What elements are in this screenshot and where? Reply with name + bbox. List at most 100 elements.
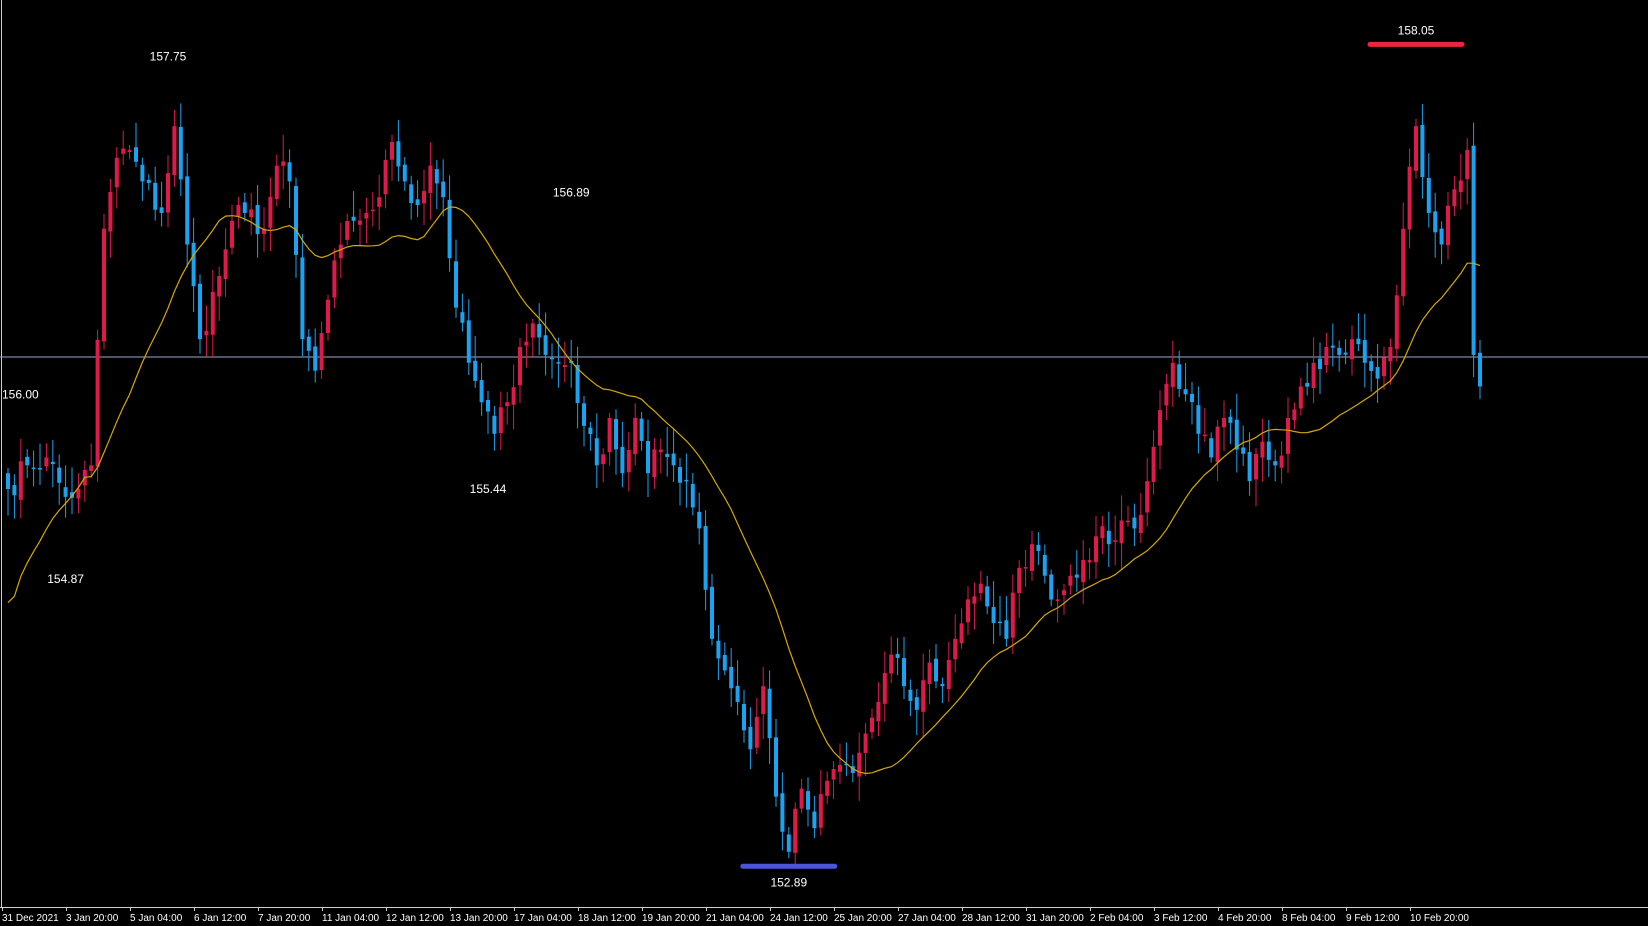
candle-body [1286, 418, 1290, 454]
candle-body [806, 791, 810, 810]
candle-body [505, 402, 510, 407]
candle-body [1119, 520, 1124, 544]
candle-body [255, 204, 260, 235]
candles [6, 103, 1482, 869]
candle-body [562, 365, 567, 367]
candle-body [1465, 149, 1470, 180]
moving-average-line [7, 206, 1481, 775]
candle-body [377, 197, 382, 207]
candle-body [735, 685, 740, 702]
candle-body [959, 623, 964, 644]
x-tick-label: 6 Jan 12:00 [194, 913, 247, 924]
candle-body [57, 467, 62, 483]
x-tick-label: 11 Jan 04:00 [322, 913, 380, 924]
candle-body [1183, 389, 1188, 395]
candle-body [345, 221, 350, 240]
candle-body [799, 788, 804, 809]
candle-body [492, 415, 497, 434]
candle-body [1087, 560, 1092, 563]
x-tick-label: 10 Feb 20:00 [1410, 913, 1469, 924]
candle-body [1145, 481, 1150, 513]
candle-body [639, 418, 644, 441]
candle-body [1023, 567, 1028, 569]
candle-body [812, 811, 817, 829]
x-tick-label: 4 Feb 20:00 [1218, 913, 1272, 924]
candle-body [415, 199, 420, 206]
candle-body [6, 473, 10, 489]
candle-body [786, 834, 791, 852]
candle-body [50, 461, 55, 465]
candle-body [882, 672, 887, 704]
candle-body [1138, 514, 1143, 534]
x-tick-label: 3 Feb 12:00 [1154, 913, 1208, 924]
candle-body [838, 765, 842, 772]
candle-body [364, 212, 369, 219]
candle-body [1228, 416, 1233, 423]
candle-body [217, 276, 222, 297]
candle-body [665, 453, 670, 458]
candle-body [1215, 426, 1220, 463]
candle-body [441, 181, 446, 198]
candle-body [1055, 599, 1060, 601]
candle-body [972, 596, 977, 604]
candle-body [831, 769, 836, 780]
candle-body [1017, 567, 1022, 594]
candle-body [178, 126, 183, 180]
candle-body [159, 207, 164, 213]
candle-body [966, 599, 970, 623]
candle-body [479, 380, 484, 403]
price-annotation: 152.89 [770, 875, 807, 889]
candle-body [1394, 295, 1399, 349]
candle-body [281, 161, 286, 166]
candle-body [1100, 526, 1105, 539]
candle-body [825, 780, 830, 796]
candle-body [1478, 352, 1482, 387]
candle-body [1030, 544, 1034, 571]
candle-body [1426, 177, 1431, 213]
candle-body [716, 640, 721, 659]
candle-body [818, 794, 823, 828]
annotations: 157.75 154.87 156.89 155.44 152.89 158.05 [47, 23, 1465, 889]
current-price-label: 156.00 [2, 387, 39, 401]
candle-body [1241, 447, 1246, 454]
candle-body [1292, 409, 1297, 421]
candle-body [1170, 362, 1175, 388]
candle-body [287, 162, 292, 182]
x-tick-label: 8 Feb 04:00 [1282, 913, 1336, 924]
x-tick-label: 31 Jan 20:00 [1026, 913, 1084, 924]
candle-body [1433, 211, 1438, 233]
candle-body [543, 335, 548, 355]
x-tick-label: 21 Jan 04:00 [706, 913, 764, 924]
candle-body [434, 169, 439, 184]
candle-body [454, 261, 458, 308]
candle-body [1369, 361, 1374, 371]
x-tick-label: 18 Jan 12:00 [578, 913, 636, 924]
candle-body [934, 658, 938, 682]
candle-body [1074, 574, 1079, 578]
x-tick-label: 13 Jan 20:00 [450, 913, 508, 924]
candle-body [390, 141, 394, 160]
candle-body [511, 387, 516, 405]
candle-body [857, 752, 862, 777]
candle-body [204, 330, 209, 336]
candle-body [396, 141, 401, 167]
candle-body [76, 488, 81, 499]
candle-body [729, 666, 734, 689]
x-tick-label: 7 Jan 20:00 [258, 913, 311, 924]
candle-body [63, 487, 68, 497]
candle-body [556, 362, 561, 364]
candle-body [12, 485, 17, 496]
candle-body [1452, 189, 1457, 207]
candle-body [633, 418, 638, 455]
candle-body [722, 654, 727, 671]
candle-body [1247, 452, 1252, 482]
candle-body [31, 467, 36, 470]
candle-body [166, 173, 170, 213]
candle-body [697, 511, 702, 529]
x-tick-label: 19 Jan 20:00 [642, 913, 700, 924]
x-tick-label: 24 Jan 12:00 [770, 913, 828, 924]
candle-body [102, 228, 106, 342]
candle-body [658, 449, 663, 453]
